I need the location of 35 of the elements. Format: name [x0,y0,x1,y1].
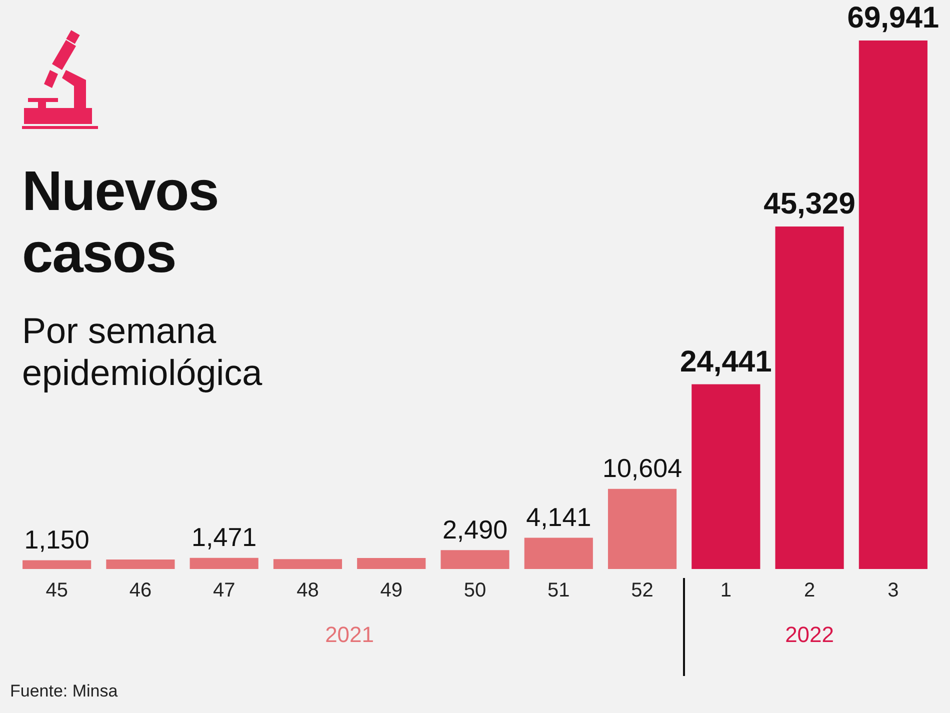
bar [440,550,510,569]
data-label: 1,150 [24,524,90,554]
bar [775,226,844,569]
data-label: 2,490 [442,514,508,544]
data-label: 45,329 [764,188,856,221]
text: Por semana epidemiológica [22,310,264,394]
data-label: 10,604 [602,453,682,484]
x-tick-label: 48 [296,580,319,602]
x-tick-label: 47 [212,580,236,602]
x-tick-label: 46 [129,580,152,602]
x-tick-label: 50 [464,580,486,602]
x-tick-label: 49 [380,580,402,602]
bar [858,40,928,569]
x-tick-label: 2 [804,580,816,602]
bar [106,560,175,569]
bar [357,558,426,569]
text: Nuevos casos [22,159,220,284]
bar [524,538,593,569]
source-note: Fuente: Minsa [10,682,118,701]
x-tick-label: 3 [888,580,899,602]
bar [22,560,92,569]
x-tick-label: 45 [46,580,68,602]
data-label: 4,141 [526,502,592,532]
text: 2021 [325,622,374,648]
x-tick-label: 1 [720,580,732,602]
text: 2022 [785,622,834,648]
x-tick-label: 52 [631,580,654,602]
bar [692,384,760,569]
data-label: 69,941 [847,2,940,35]
x-tick-label: 51 [548,580,570,602]
data-label: 1,471 [192,522,257,552]
bar [273,559,342,569]
bar [608,488,677,569]
data-label: 24,441 [680,346,772,379]
bar [190,558,258,569]
